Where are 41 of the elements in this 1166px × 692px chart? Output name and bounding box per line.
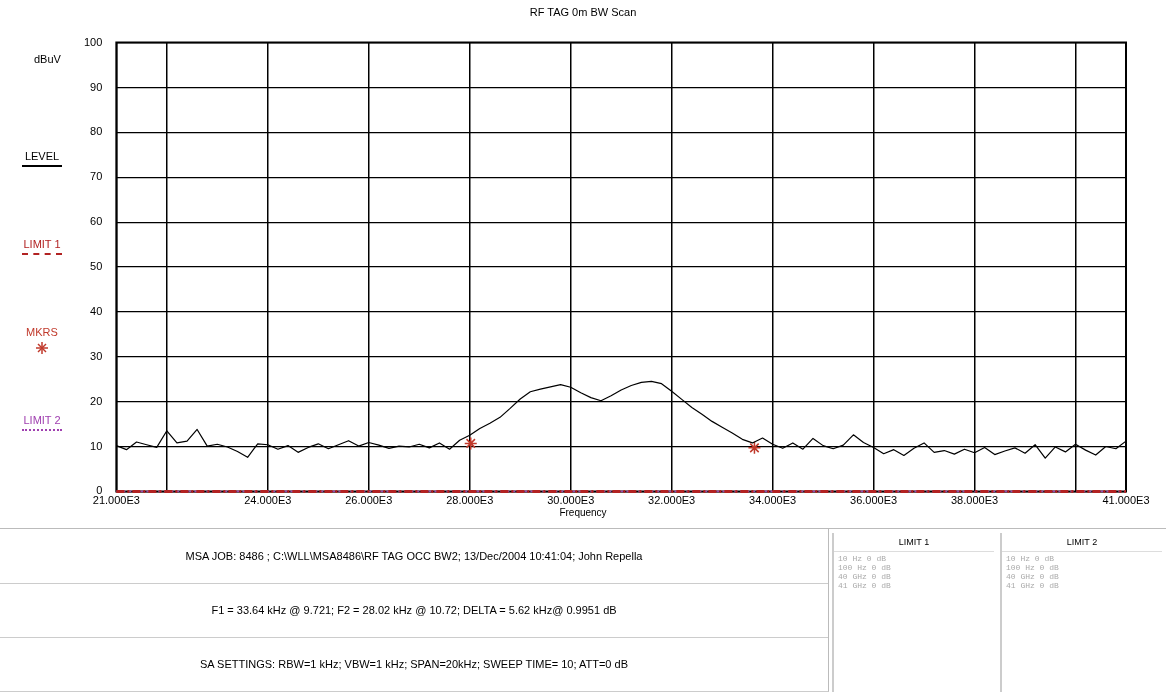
text: MKRS (25, 326, 59, 338)
x-tick-label: 34.000E3 (749, 494, 797, 507)
text: 41 GHz 0 dB (837, 581, 892, 590)
y-tick-label: 0 (96, 484, 103, 497)
y-tick-label: 80 (90, 125, 103, 138)
y-tick-label: 10 (90, 439, 103, 452)
text: 40 GHz 0 dB (1005, 572, 1060, 581)
y-tick-label: 70 (90, 170, 103, 183)
y-tick-label: 100 (83, 35, 103, 48)
y-tick-label: 60 (90, 215, 103, 228)
text: SA SETTINGS: RBW=1 kHz; VBW=1 kHz; SPAN=20kHz; SWEEP TIME= 10; ATT=0 dB (0, 637, 829, 692)
x-tick-label: 38.000E3 (951, 494, 999, 507)
x-axis-title: Frequency (558, 507, 608, 518)
text: 40 GHz 0 dB (837, 572, 892, 581)
text: F1 = 33.64 kHz @ 9.721; F2 = 28.02 kHz @ 10.72; DELTA = 5.62 kHz@ 0.9951 dB (0, 583, 829, 638)
x-tick-label: 36.000E3 (850, 494, 898, 507)
text: LIMIT 1 (22, 238, 62, 250)
text: MSA JOB: 8486 ; C:\WLL\MSA8486\RF TAG OCC BW2; 13/Dec/2004 10:41:04; John Repella (0, 529, 829, 584)
y-tick-label: 50 (90, 260, 103, 273)
text: 100 Hz 0 dB (837, 563, 892, 572)
x-tick-label: 26.000E3 (345, 494, 393, 507)
y-tick-label: 40 (90, 304, 103, 317)
text: LIMIT 2 (22, 414, 62, 426)
text: LEVEL (23, 150, 61, 162)
y-axis-title: dBuV (34, 53, 61, 65)
x-tick-label: 30.000E3 (547, 494, 595, 507)
x-tick-label: 28.000E3 (446, 494, 494, 507)
text: LIMIT 2 (1002, 533, 1162, 552)
text: 41 GHz 0 dB (1005, 581, 1060, 590)
y-tick-label: 20 (90, 394, 103, 407)
y-tick-label: 30 (90, 349, 103, 362)
text: 100 Hz 0 dB (1005, 563, 1060, 572)
x-tick-label: 21.000E3 (92, 494, 140, 507)
x-tick-label: 32.000E3 (648, 494, 696, 507)
x-tick-label: 24.000E3 (244, 494, 292, 507)
text: 10 Hz 0 dB (837, 554, 887, 563)
y-tick-label: 90 (90, 80, 103, 93)
text: LIMIT 1 (834, 533, 994, 552)
chart-title: RF TAG 0m BW Scan (528, 6, 638, 18)
text: 10 Hz 0 dB (1005, 554, 1055, 563)
x-tick-label: 41.000E3 (1102, 494, 1150, 507)
